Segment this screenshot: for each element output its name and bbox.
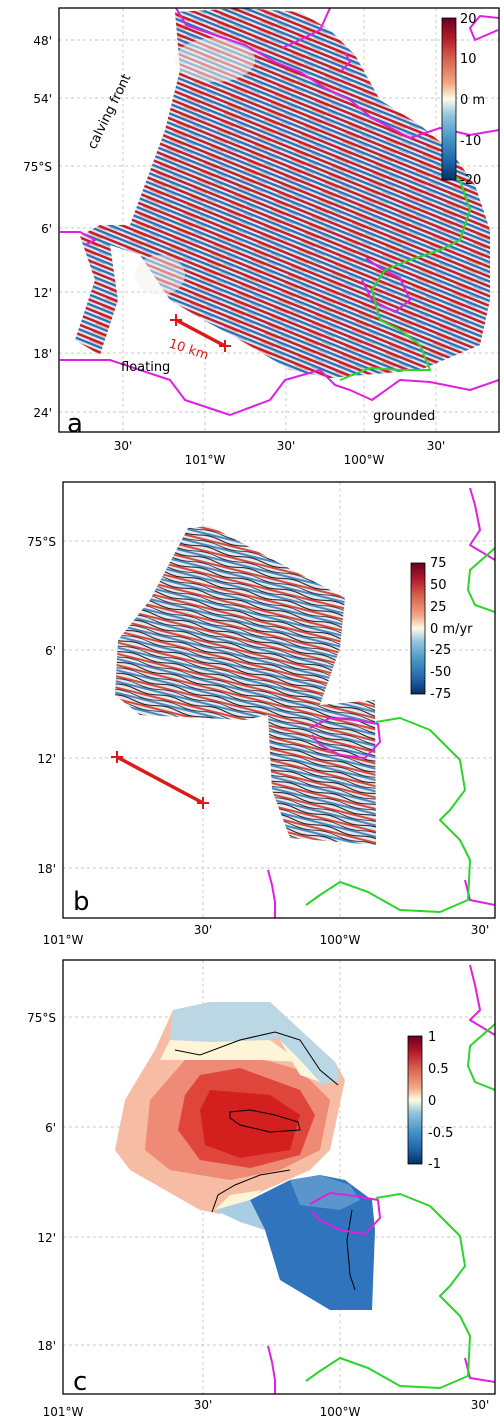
panel-a-grounding-line-magenta — [60, 8, 499, 416]
x-tick-label: 101°W — [43, 1405, 84, 1419]
panel-a-x-axis: 30' 101°W 30' 100°W 30' — [114, 439, 446, 467]
panel-a-cb-tick: 0 m — [460, 93, 485, 108]
y-tick-label: 18' — [33, 347, 52, 361]
x-tick-label: 101°W — [185, 453, 226, 467]
y-tick-label: 6' — [41, 222, 52, 236]
panel-a-colorbar: 20 10 0 m -10 -20 — [441, 12, 485, 188]
x-tick-label: 101°W — [43, 933, 84, 947]
panel-b-cb-tick: 75 — [430, 556, 447, 571]
y-tick-label: 12' — [37, 752, 56, 766]
x-tick-label: 30' — [277, 439, 296, 453]
panel-a: 10 km calving front floating grounded 20… — [23, 7, 500, 467]
panel-b-velocity-field — [115, 526, 376, 845]
y-tick-label: 18' — [37, 862, 56, 876]
x-tick-label: 30' — [114, 439, 133, 453]
panel-c: 1 0.5 0 -0.5 -1 75°S 6' 12' 18' 101°W 30… — [27, 959, 496, 1419]
y-tick-label: 48' — [33, 34, 52, 48]
panel-c-cb-tick: 0 — [428, 1094, 436, 1109]
panel-a-cb-tick: -20 — [460, 173, 481, 188]
panel-b-grounding-line-magenta — [267, 487, 495, 918]
panel-b-grounding-line-green — [305, 547, 495, 913]
panel-c-grounding-line-magenta — [267, 964, 495, 1394]
panel-c-x-axis: 101°W 30' 100°W 30' — [43, 1398, 490, 1419]
panel-b-colorbar: 75 50 25 0 m/yr -25 -50 -75 — [410, 556, 473, 702]
panel-b-cb-tick: 25 — [430, 600, 447, 615]
y-tick-label: 75°S — [23, 160, 52, 174]
panel-b-scale-bar — [111, 751, 209, 809]
panel-c-correlation-field — [115, 1002, 375, 1310]
panel-a-cb-tick: -10 — [460, 134, 481, 149]
y-tick-label: 75°S — [27, 535, 56, 549]
panel-b-cb-tick: -25 — [430, 643, 451, 658]
x-tick-label: 30' — [427, 439, 446, 453]
panel-a-scale-bar — [170, 314, 231, 352]
panel-a-label: a — [67, 409, 83, 439]
panel-c-label: c — [73, 1367, 87, 1397]
panel-c-cb-tick: -1 — [428, 1157, 441, 1172]
x-tick-label: 30' — [471, 923, 490, 937]
panel-b-y-axis: 75°S 6' 12' 18' — [27, 535, 56, 876]
panel-a-y-axis: 48' 54' 75°S 6' 12' 18' 24' — [23, 34, 52, 420]
panel-b-cb-tick: -75 — [430, 687, 451, 702]
panel-a-cb-tick: 10 — [460, 52, 477, 67]
x-tick-label: 30' — [471, 1398, 490, 1412]
y-tick-label: 54' — [33, 92, 52, 106]
y-tick-label: 18' — [37, 1339, 56, 1353]
panel-c-cb-tick: 1 — [428, 1030, 436, 1045]
x-tick-label: 100°W — [320, 933, 361, 947]
x-tick-label: 30' — [194, 1398, 213, 1412]
panel-a-grounded-label: grounded — [373, 409, 435, 424]
panel-c-cb-tick: -0.5 — [428, 1126, 453, 1141]
x-tick-label: 100°W — [344, 453, 385, 467]
x-tick-label: 100°W — [320, 1405, 361, 1419]
y-tick-label: 6' — [45, 1121, 56, 1135]
panel-c-colorbar: 1 0.5 0 -0.5 -1 — [407, 1030, 453, 1172]
panel-a-floating-label: floating — [121, 360, 170, 375]
panel-b: 75 50 25 0 m/yr -25 -50 -75 75°S 6' 12' … — [27, 481, 496, 947]
panel-c-contour — [174, 1031, 356, 1291]
panel-c-y-axis: 75°S 6' 12' 18' — [27, 1011, 56, 1353]
panel-c-cb-tick: 0.5 — [428, 1062, 449, 1077]
panel-b-cb-tick: -50 — [430, 665, 451, 680]
panel-b-label: b — [73, 887, 90, 917]
panel-a-cb-tick: 20 — [460, 12, 477, 27]
panel-c-grounding-line-green — [305, 1023, 495, 1389]
x-tick-label: 30' — [194, 923, 213, 937]
y-tick-label: 6' — [45, 644, 56, 658]
y-tick-label: 75°S — [27, 1011, 56, 1025]
y-tick-label: 12' — [37, 1231, 56, 1245]
panel-b-cb-tick: 50 — [430, 578, 447, 593]
panel-b-cb-tick: 0 m/yr — [430, 622, 473, 637]
y-tick-label: 24' — [33, 406, 52, 420]
panel-b-x-axis: 101°W 30' 100°W 30' — [43, 923, 490, 947]
y-tick-label: 12' — [33, 286, 52, 300]
panel-a-grounding-line-green — [339, 164, 471, 381]
